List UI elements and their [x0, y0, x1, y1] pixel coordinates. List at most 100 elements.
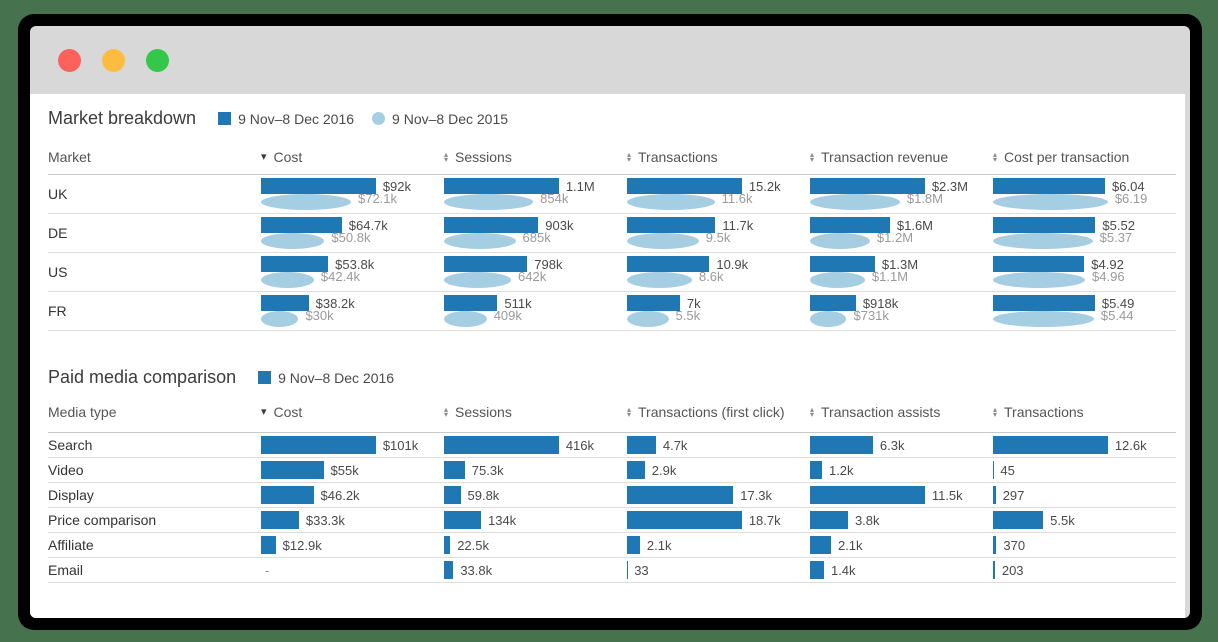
legend-label-2016: 9 Nov–8 Dec 2016 — [238, 110, 355, 127]
bar-value-label: - — [265, 562, 270, 578]
column-header-sessions[interactable]: ▴ ▾ Sessions — [444, 404, 627, 420]
bar-value-label: 11.6k — [721, 190, 753, 206]
chart-cell-transaction-revenue: $2.3M $1.8M — [810, 178, 993, 210]
bar-line: 642k — [444, 269, 618, 288]
bar-line: 8.6k — [627, 269, 801, 288]
bar-line: $5.44 — [993, 308, 1167, 327]
bar-2016 — [993, 561, 995, 579]
table-row-display: Display $46.2k 59.8k 17.3k 11.5k 297 — [48, 483, 1176, 508]
paid-media-table: Media type ▾ Cost ▴ ▾ Sessions ▴ ▾ Transactions … — [48, 388, 1176, 583]
bar-line: $6.04 — [993, 178, 1167, 194]
column-header-transactions[interactable]: ▴ ▾ Transactions — [993, 404, 1176, 420]
column-header-label: Sessions — [455, 404, 512, 420]
bar-2016 — [444, 486, 461, 504]
bar-2016 — [627, 461, 645, 479]
sort-icon: ▴ ▾ — [810, 151, 814, 164]
row-label: US — [48, 264, 68, 280]
row-label: Email — [48, 562, 84, 578]
chart-cell-cost: $53.8k $42.4k — [261, 256, 444, 288]
bar-2016 — [444, 461, 465, 479]
chart-cell-transactions-first-click: 17.3k — [627, 486, 810, 504]
sort-desc-icon: ▾ — [261, 150, 267, 163]
bar-value-label: 3.8k — [854, 512, 880, 528]
sort-down-arrow-icon: ▾ — [993, 410, 998, 419]
table-row-affiliate: Affiliate $12.9k 22.5k 2.1k 2.1k 370 — [48, 533, 1176, 558]
dashboard-content: Market breakdown 9 Nov–8 Dec 2016 9 Nov–… — [30, 94, 1185, 618]
column-header-transaction-revenue[interactable]: ▴ ▾ Transaction revenue — [810, 149, 993, 165]
column-header-transaction-assists[interactable]: ▴ ▾ Transaction assists — [810, 404, 993, 420]
bar-2016 — [993, 536, 997, 554]
bar-line: 5.5k — [627, 308, 801, 327]
sort-icon: ▴ ▾ — [444, 406, 448, 419]
column-header-label: Cost — [273, 404, 303, 420]
legend-item-2016[interactable]: 9 Nov–8 Dec 2016 — [218, 111, 354, 127]
legend-item-2015[interactable]: 9 Nov–8 Dec 2015 — [372, 111, 508, 127]
bar-value-label: $1.2M — [876, 229, 914, 245]
column-header-cost[interactable]: ▾ Cost — [261, 149, 444, 165]
bar-2015 — [810, 272, 865, 288]
legend-item-2016[interactable]: 9 Nov–8 Dec 2016 — [258, 370, 394, 386]
sort-icon: ▴ ▾ — [444, 151, 448, 164]
table-header-row: Media type ▾ Cost ▴ ▾ Sessions ▴ ▾ Transactions … — [48, 388, 1176, 432]
bar-value-label: 854k — [540, 190, 569, 206]
bar-value-label: 15.2k — [748, 178, 781, 194]
bar-line: 409k — [444, 308, 618, 327]
bar-2015 — [261, 194, 351, 210]
table-row-fr: FR $38.2k $30k 511k 409k 7k 5.5k $918k $731k $5.4… — [48, 292, 1176, 331]
bar-value-label: 297 — [1002, 487, 1025, 503]
bar-2015 — [993, 233, 1093, 249]
chart-cell-cost-per-transaction: $5.52 $5.37 — [993, 217, 1176, 249]
minimize-button[interactable] — [102, 48, 125, 72]
bar-2016 — [627, 295, 680, 311]
bar-value-label: 370 — [1003, 537, 1026, 553]
paid-media-header: Paid media comparison 9 Nov–8 Dec 2016 — [48, 367, 1185, 388]
sort-down-arrow-icon: ▾ — [627, 410, 632, 419]
bar-value-label: $4.96 — [1092, 268, 1125, 284]
bar-2015 — [627, 233, 699, 249]
bar-2015 — [810, 233, 870, 249]
section-title-paid-media: Paid media comparison — [48, 367, 237, 387]
column-header-cost-per-transaction[interactable]: ▴ ▾ Cost per transaction — [993, 149, 1176, 165]
row-label: Search — [48, 437, 93, 453]
bar-line: $5.49 — [993, 295, 1167, 311]
bar-2016 — [810, 461, 822, 479]
row-label: FR — [48, 303, 67, 319]
chart-cell-transactions: 11.7k 9.5k — [627, 217, 810, 249]
column-header-transactions[interactable]: ▴ ▾ Transactions — [627, 149, 810, 165]
bar-2016 — [810, 256, 875, 272]
sort-icon: ▴ ▾ — [810, 406, 815, 419]
bar-2016 — [627, 178, 742, 194]
bar-2016 — [444, 511, 481, 529]
bar-value-label: $2.3M — [931, 178, 968, 194]
bar-2016 — [444, 295, 498, 311]
chart-cell-transactions: 45 — [993, 461, 1176, 479]
chart-cell-transactions-first-click: 18.7k — [627, 511, 810, 529]
bar-2016 — [627, 256, 710, 272]
bar-line: 685k — [444, 230, 618, 249]
bar-line: $64.7k — [261, 217, 435, 233]
column-header-cost[interactable]: ▾ Cost — [261, 404, 444, 420]
bar-2016 — [627, 436, 656, 454]
bar-2016 — [261, 461, 324, 479]
bar-line: $55k — [261, 461, 435, 479]
bar-line: 59.8k — [444, 486, 618, 504]
column-header-transactions-first-click[interactable]: ▴ ▾ Transactions (first click) — [627, 404, 810, 420]
bar-line: $42.4k — [261, 269, 435, 288]
bar-line: 12.6k — [993, 436, 1167, 454]
chart-cell-cost: $46.2k — [261, 486, 444, 504]
market-breakdown-legend: 9 Nov–8 Dec 2016 9 Nov–8 Dec 2015 — [218, 111, 508, 127]
column-header-sessions[interactable]: ▴ ▾ Sessions — [444, 149, 627, 165]
column-header-label: Cost per transaction — [1004, 149, 1130, 165]
chart-cell-sessions: 134k — [444, 511, 627, 529]
sort-down-arrow-icon: ▾ — [810, 410, 815, 419]
chart-cell-sessions: 75.3k — [444, 461, 627, 479]
window-inner: Market breakdown 9 Nov–8 Dec 2016 9 Nov–… — [30, 26, 1190, 618]
bar-line: $731k — [810, 308, 984, 327]
paid-media-legend: 9 Nov–8 Dec 2016 — [258, 370, 394, 386]
sort-up-arrow-icon: ▴ — [993, 150, 998, 159]
close-button[interactable] — [58, 48, 81, 72]
bar-2016 — [810, 295, 856, 311]
sort-desc-icon: ▾ — [261, 405, 267, 418]
bar-line: 854k — [444, 191, 618, 210]
zoom-button[interactable] — [146, 48, 169, 72]
